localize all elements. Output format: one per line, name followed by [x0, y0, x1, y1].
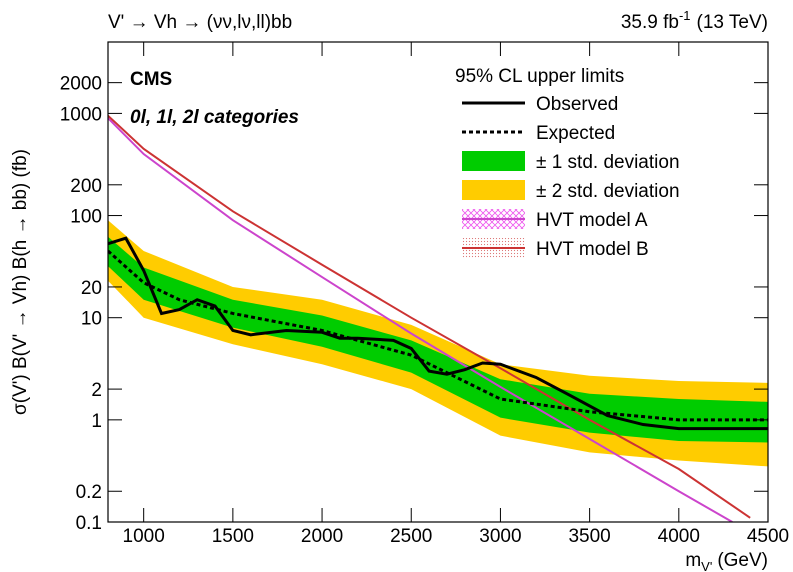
legend-label: HVT model A	[536, 210, 648, 231]
x-tick-label: 1500	[212, 526, 254, 547]
x-label-main: m	[685, 550, 701, 571]
lumi: 35.9 fb-1 (13 TeV)	[621, 8, 768, 33]
frame	[107, 41, 769, 523]
legend-swatch	[462, 180, 525, 200]
x-tick-label: 2000	[301, 526, 343, 547]
x-label-sub: V'	[701, 559, 712, 572]
y-tick-label: 2000	[60, 74, 102, 95]
plot-area	[108, 114, 768, 522]
line	[108, 236, 768, 431]
title-left: V' → Vh → (νν,lν,ll)bb	[108, 12, 292, 33]
x-axis-label: mV' (GeV)	[685, 550, 768, 572]
y-tick-label: 100	[70, 207, 102, 228]
line	[108, 117, 733, 522]
legend-label: HVT model B	[536, 239, 649, 260]
lumi-value: 35.9 fb	[621, 12, 679, 33]
legend-swatch	[462, 151, 525, 171]
x-tick-label: 2500	[390, 526, 432, 547]
legend-label: ± 2 std. deviation	[536, 181, 680, 202]
legend-title: 95% CL upper limits	[455, 66, 624, 87]
y-tick-label: 10	[81, 309, 102, 330]
x-tick-label: 4500	[747, 526, 789, 547]
x-tick-label: 1000	[123, 526, 165, 547]
x-tick-label: 3500	[568, 526, 610, 547]
x-tick-label: 3000	[479, 526, 521, 547]
y-tick-label: 200	[70, 176, 102, 197]
y-tick-label: 0.2	[76, 482, 102, 503]
band	[108, 236, 768, 443]
line	[108, 114, 751, 519]
line	[108, 249, 768, 422]
legend-label: Expected	[536, 123, 615, 144]
y-axis-label: σ(V') B(V' → Vh) B(h → bb) (fb)	[10, 149, 31, 415]
subtitle: 0l, 1l, 2l categories	[130, 107, 299, 128]
experiment: CMS	[130, 69, 172, 90]
y-tick-label: 2	[91, 380, 102, 401]
energy: (13 TeV)	[697, 12, 768, 33]
y-tick-label: 20	[81, 278, 102, 299]
lumi-sup: -1	[679, 8, 691, 23]
legend-label: Observed	[536, 94, 618, 115]
x-label-unit: (GeV)	[717, 550, 768, 571]
legend-label: ± 1 std. deviation	[536, 152, 680, 173]
y-tick-label: 1000	[60, 104, 102, 125]
y-tick-label: 0.1	[76, 513, 102, 534]
x-tick-label: 4000	[658, 526, 700, 547]
y-tick-label: 1	[91, 411, 102, 432]
